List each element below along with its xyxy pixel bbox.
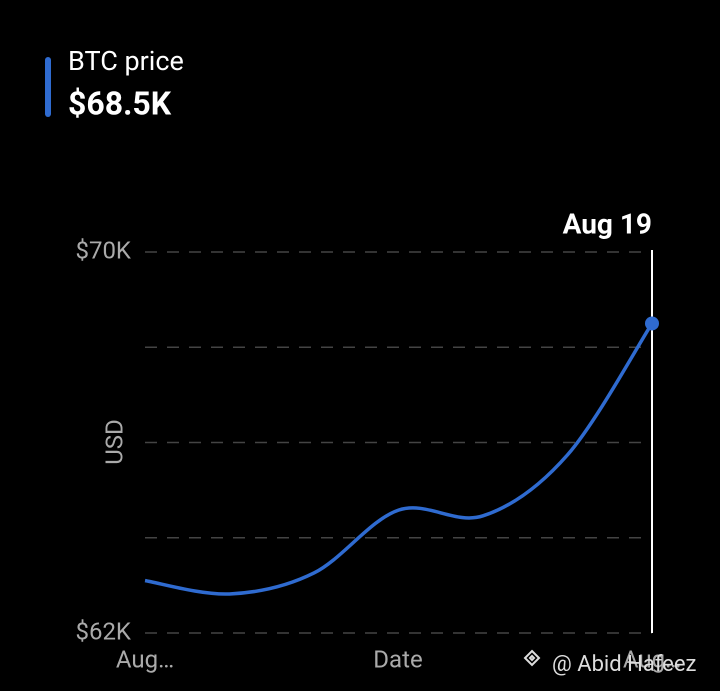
x-axis-label: Date [373,645,422,673]
data-point [645,316,659,331]
x-tick-label: Aug… [116,645,174,673]
legend-name: BTC price [68,45,184,77]
y-axis-label: USD [100,419,128,465]
value-label: $68.5K [68,84,172,122]
y-tick-label: $70K [75,236,131,264]
watermark: @ Abid Hafeez [552,652,697,677]
y-tick-label: $62K [75,617,131,645]
legend-swatch [45,57,51,117]
hover-date: Aug 19 [563,207,652,240]
watermark-icon [523,649,541,667]
x-tick-label: Aug… [623,645,681,673]
data-line [144,322,654,596]
